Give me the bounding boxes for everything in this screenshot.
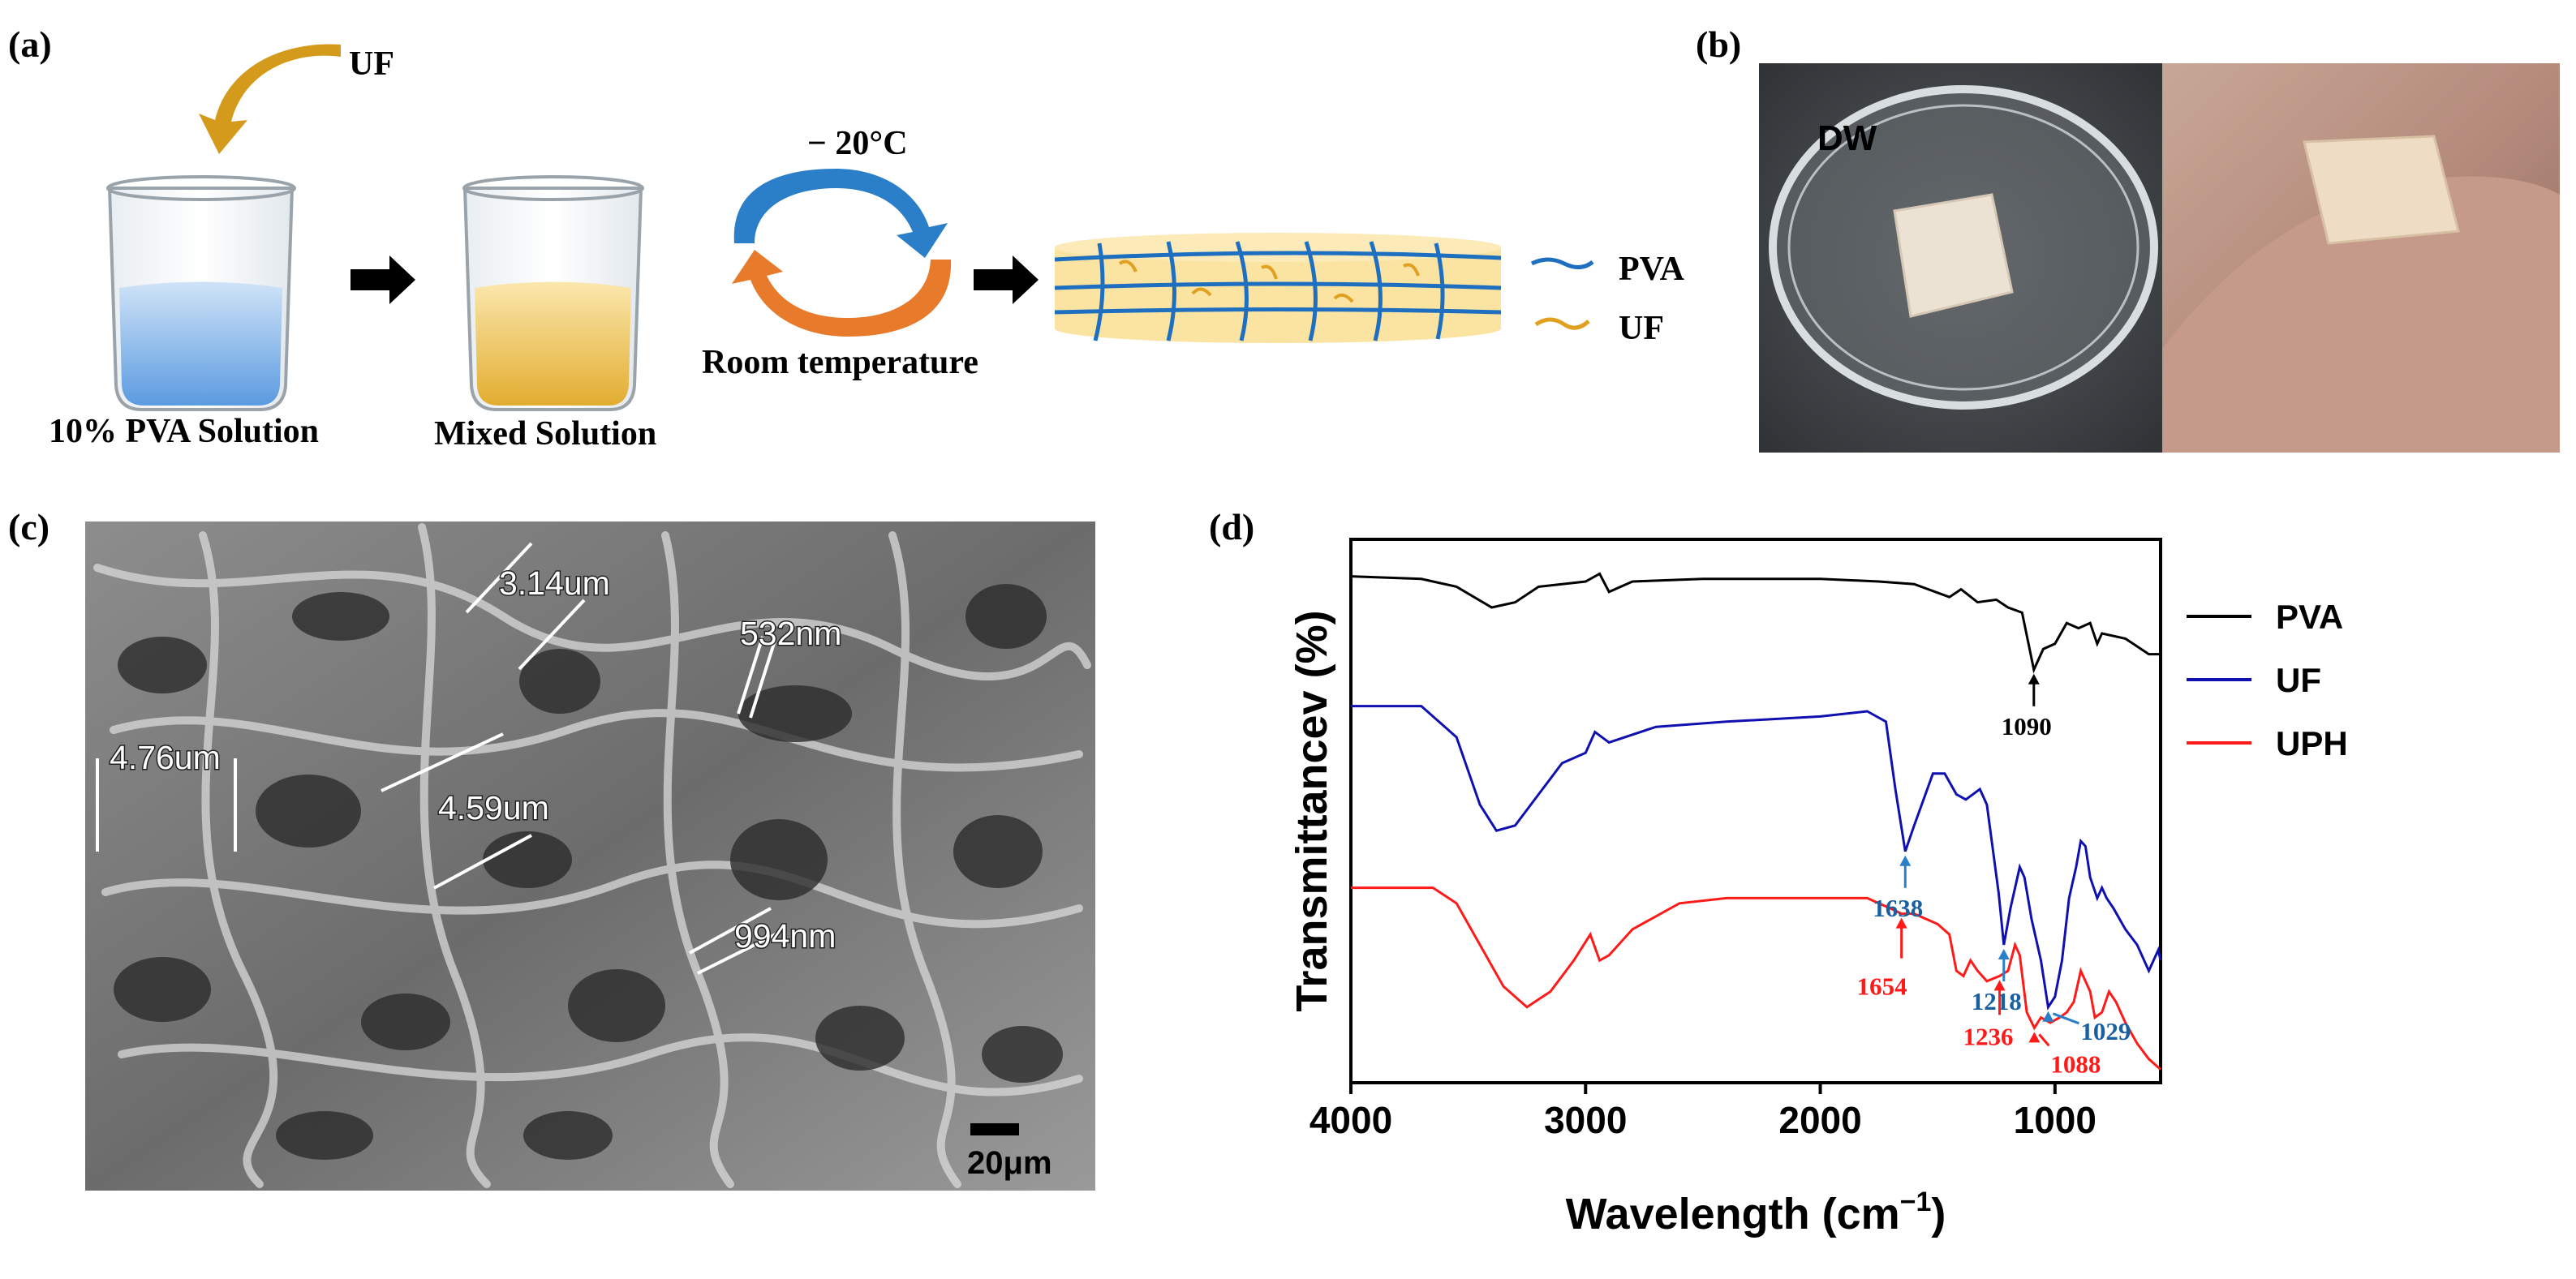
pva-beaker-icon [106, 175, 296, 411]
panel-c: (c) [8, 506, 1095, 1191]
peak-label-uph-1236: 1236 [1963, 1022, 2014, 1050]
sem-measure-lines [96, 542, 780, 975]
series-uf-line [1351, 705, 2162, 1011]
measure-label-1: 3.14um [499, 564, 610, 602]
scale-bar-label: 20μm [967, 1145, 1052, 1181]
measure-label-3: 4.76um [110, 739, 221, 776]
peak-arrow-uph-1088 [2038, 1033, 2050, 1047]
x-tick-label-4000: 4000 [1310, 1099, 1392, 1141]
series-uph-line [1351, 886, 2161, 1071]
dish-label: DW [1817, 118, 1877, 158]
x-axis-title-sup: −1 [1900, 1187, 1932, 1217]
peak-arrowhead-uf-1218 [1998, 949, 2010, 959]
peak-arrowhead-uph-1654 [1895, 917, 1907, 929]
x-axis-title-close: ) [1931, 1190, 1946, 1238]
measure-label-4: 4.59um [438, 789, 549, 826]
peak-label-pva-1090: 1090 [2002, 712, 2052, 740]
mixed-beaker-icon [462, 175, 644, 411]
hydrogel-network-icon [1054, 233, 1502, 343]
legend-label-pva: PVA [2276, 598, 2343, 636]
scale-bar [970, 1123, 1019, 1135]
chart-frame [1349, 538, 2162, 1084]
peak-label-uf-1029: 1029 [2080, 1017, 2131, 1045]
peak-label-uph-1088: 1088 [2050, 1049, 2101, 1078]
freeze-thaw-cycle-icon [732, 169, 952, 337]
x-tick-label-1000: 1000 [2014, 1099, 2096, 1141]
cycle-top-label: − 20°C [807, 125, 908, 162]
panel-a-legend: PVA UF [1530, 251, 1685, 347]
peak-arrowhead-uph-1236 [1993, 980, 2006, 991]
panel-b: (b) DW [1696, 24, 2560, 453]
uf-legend-label: UF [1619, 310, 1664, 347]
x-axis-ticks: 4000 3000 2000 1000 [1310, 1083, 2096, 1141]
peak-arrowhead-uph-1088 [2028, 1032, 2041, 1043]
hydrogel-sample-hand [2303, 135, 2460, 245]
cycle-bottom-label: Room temperature [702, 344, 978, 381]
peak-arrowhead-uf-1029 [2042, 1011, 2054, 1022]
series-layer [1350, 572, 2162, 1071]
peak-label-uf-1218: 1218 [1972, 987, 2022, 1015]
measure-label-2: 532nm [740, 615, 841, 652]
peak-annotations: 1090 1638 1218 1029 1654 1236 1088 [1857, 673, 2131, 1078]
pva-legend-label: PVA [1619, 251, 1685, 288]
sem-pores [114, 584, 1063, 1160]
uf-additive-label: UF [349, 45, 394, 83]
process-arrow-1-icon [350, 255, 415, 304]
panel-d-label: (d) [1209, 506, 1254, 547]
panel-a: (a) UF 10% PVA Solution Mixed Solution −… [8, 24, 1685, 453]
legend-label-uph: UPH [2276, 724, 2348, 762]
beaker1-label: 10% PVA Solution [49, 413, 319, 450]
chart-legend: PVA UF UPH [2187, 598, 2348, 762]
panel-d: (d) 4000 3000 2000 1000 1090 1638 1218 1029 165… [1209, 506, 2348, 1238]
panel-b-label: (b) [1696, 24, 1741, 65]
panel-a-label: (a) [8, 24, 52, 65]
peak-arrow-uf-1029 [2052, 1012, 2079, 1025]
measure-label-5: 994nm [734, 917, 836, 955]
add-uf-arrow-icon [199, 44, 341, 154]
process-arrow-2-icon [974, 255, 1039, 304]
peak-arrowhead-uf-1638 [1899, 855, 1912, 866]
x-axis-title-main: Wavelength (cm [1566, 1190, 1900, 1238]
x-tick-label-3000: 3000 [1544, 1099, 1627, 1141]
sem-texture [93, 523, 1091, 1188]
y-axis-title: Transmittancev (%) [1288, 610, 1336, 1011]
legend-label-uf: UF [2276, 661, 2321, 699]
x-axis-title: Wavelength (cm−1) [1566, 1187, 1946, 1238]
pva-legend-line [1530, 257, 1594, 269]
beaker2-label: Mixed Solution [434, 415, 656, 453]
hydrogel-sample-dish [1893, 193, 2014, 318]
ftir-chart: 4000 3000 2000 1000 1090 1638 1218 1029 1654 123… [1288, 538, 2348, 1238]
x-tick-label-2000: 2000 [1778, 1099, 1861, 1141]
series-pva-line [1350, 572, 2161, 674]
hand-shape [2162, 176, 2560, 453]
peak-arrowhead-pva-1090 [2028, 673, 2040, 685]
uf-legend-line [1534, 317, 1590, 330]
panel-c-label: (c) [8, 506, 49, 547]
peak-label-uph-1654: 1654 [1857, 972, 1907, 1001]
peak-label-uf-1638: 1638 [1873, 894, 1923, 922]
